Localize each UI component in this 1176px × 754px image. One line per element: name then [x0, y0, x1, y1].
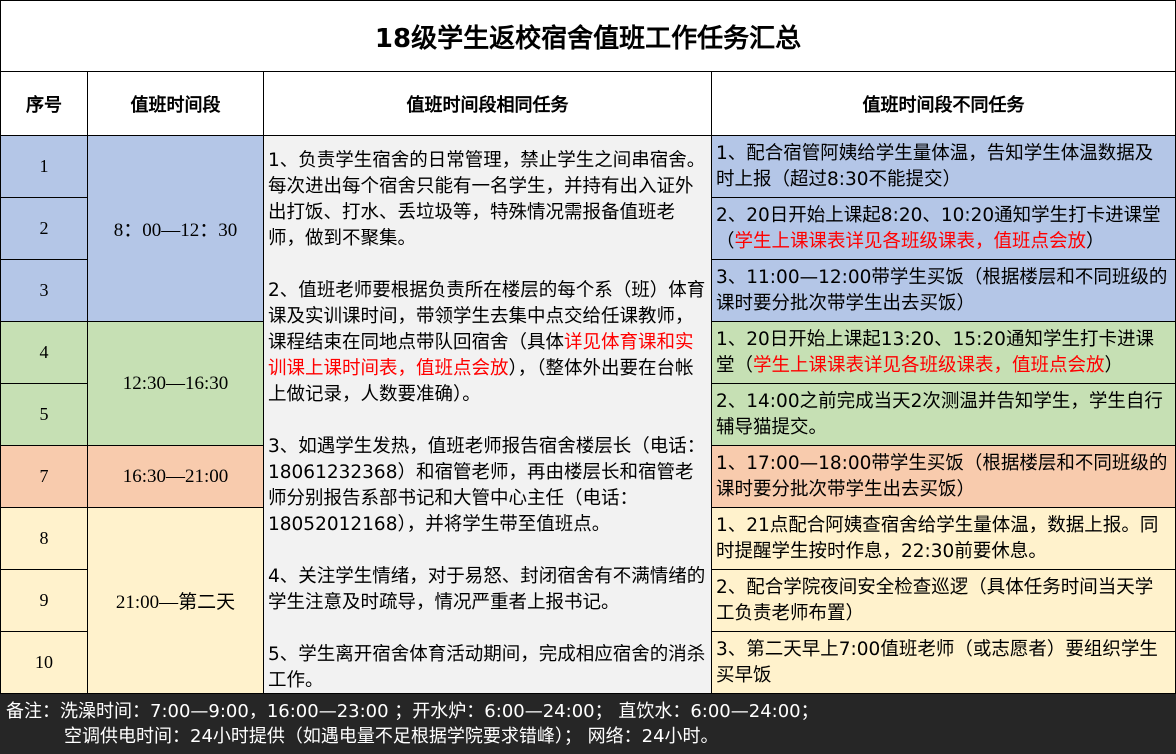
period-cell: 21:00—第二天 [88, 508, 264, 694]
common-task: 3、如遇学生发热，值班老师报告宿舍楼层长（电话：18061232368）和宿管老… [268, 436, 706, 535]
diff-task-cell: 1、17:00—18:00带学生买饭（根据楼层和不同班级的课时要分批次带学生出去… [712, 446, 1176, 508]
common-task: 4、关注学生情绪，对于易怒、封闭宿舍有不满情绪的学生注意及时疏导，情况严重者上报… [268, 566, 706, 613]
diff-task-text: 2、20日开始上课起8:20、10:20通知学生打卡进课堂（学生上课课表详见各班… [716, 204, 1161, 252]
common-task: 5、学生离开宿舍体育活动期间，完成相应宿舍的消杀工作。 [268, 644, 706, 691]
period-cell: 16:30—21:00 [88, 446, 264, 508]
diff-task-cell: 3、第二天早上7:00值班老师（或志愿者）要组织学生买早饭 [712, 632, 1176, 694]
row-index: 5 [0, 384, 88, 446]
diff-task-cell: 2、配合学院夜间安全检查巡逻（具体任务时间当天学工负责老师布置） [712, 570, 1176, 632]
diff-task-cell: 2、14:00之前完成当天2次测温并告知学生，学生自行辅导猫提交。 [712, 384, 1176, 446]
diff-task-cell: 3、11:00—12:00带学生买饭（根据楼层和不同班级的课时要分批次带学生出去… [712, 260, 1176, 322]
diff-task-cell: 1、21点配合阿姨查宿舍给学生量体温，数据上报。同时提醒学生按时作息，22:30… [712, 508, 1176, 570]
diff-task-cell: 2、20日开始上课起8:20、10:20通知学生打卡进课堂（学生上课课表详见各班… [712, 198, 1176, 260]
period-cell: 8：00—12：30 [88, 136, 264, 322]
row-index: 3 [0, 260, 88, 322]
footer-notes: 备注：洗澡时间：7:00—9:00，16:00—23:00 ；开水炉：6:00—… [0, 694, 1176, 754]
row-index: 7 [0, 446, 88, 508]
diff-task-cell: 1、20日开始上课起13:20、15:20通知学生打卡进课堂（学生上课课表详见各… [712, 322, 1176, 384]
common-task: 2、值班老师要根据负责所在楼层的每个系（班）体育课及实训课时间，带领学生去集中点… [268, 280, 706, 405]
header-period: 值班时间段 [88, 72, 264, 136]
row-index: 2 [0, 198, 88, 260]
diff-task-text: 1、20日开始上课起13:20、15:20通知学生打卡进课堂（学生上课课表详见各… [716, 328, 1154, 376]
footer-line-1: 备注：洗澡时间：7:00—9:00，16:00—23:00 ；开水炉：6:00—… [6, 701, 819, 722]
diff-task-cell: 1、配合宿管阿姨给学生量体温，告知学生体温数据及时上报（超过8:30不能提交） [712, 136, 1176, 198]
row-index: 4 [0, 322, 88, 384]
period-cell: 12:30—16:30 [88, 322, 264, 446]
footer-line-2: 空调供电时间：24小时提供（如遇电量不足根据学院要求错峰）； 网络：24小时。 [64, 726, 719, 747]
page-title: 18级学生返校宿舍值班工作任务汇总 [0, 0, 1176, 72]
header-same-tasks: 值班时间段相同任务 [264, 72, 712, 136]
header-diff-tasks: 值班时间段不同任务 [712, 72, 1176, 136]
row-index: 8 [0, 508, 88, 570]
row-index: 1 [0, 136, 88, 198]
row-index: 9 [0, 570, 88, 632]
common-task: 1、负责学生宿舍的日常管理，禁止学生之间串宿舍。每次进出每个宿舍只能有一名学生，… [268, 150, 706, 249]
common-tasks-cell: 1、负责学生宿舍的日常管理，禁止学生之间串宿舍。每次进出每个宿舍只能有一名学生，… [264, 136, 712, 694]
header-index: 序号 [0, 72, 88, 136]
row-index: 10 [0, 632, 88, 694]
